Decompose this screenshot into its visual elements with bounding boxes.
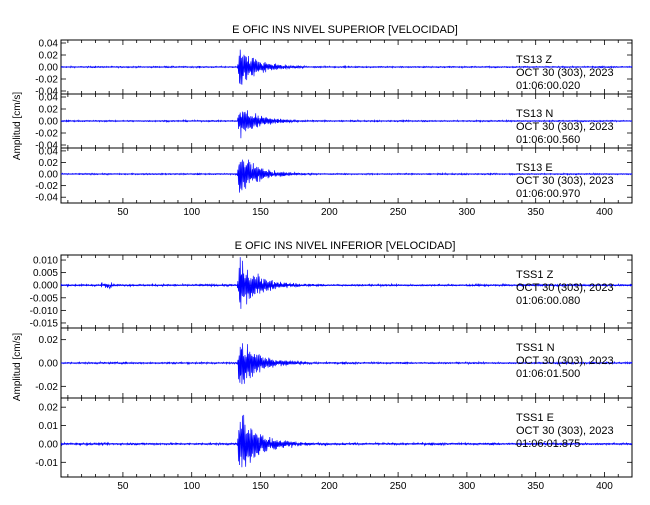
channel-station-label: TSS1 Z (516, 269, 554, 281)
x-tick-label: 150 (252, 207, 269, 218)
upper-y-axis-label: Amplitud [cm/s] (12, 92, 23, 161)
channel-date-label: OCT 30 (303), 2023 (516, 355, 614, 367)
y-tick-label: -0.02 (35, 382, 58, 393)
channel-time-label: 01:06:01.875 (516, 438, 580, 450)
x-tick-label: 250 (390, 207, 407, 218)
y-tick-label: -0.02 (35, 129, 58, 140)
x-tick-label: 250 (390, 481, 407, 492)
x-tick-label: 50 (117, 481, 129, 492)
upper-figure: E OFIC INS NIVEL SUPERIOR [VELOCIDAD] Am… (12, 24, 458, 160)
channel-date-label: OCT 30 (303), 2023 (516, 425, 614, 437)
y-tick-label: 0.00 (39, 359, 59, 370)
channel-station-label: TS13 Z (516, 54, 552, 66)
channel-time-label: 01:06:00.560 (516, 134, 580, 146)
y-tick-label: -0.01 (35, 458, 58, 469)
lower-y-axis-label: Amplitud [cm/s] (12, 333, 23, 402)
y-tick-label: 0.000 (33, 281, 58, 292)
x-tick-label: 200 (321, 481, 338, 492)
x-tick-label: 100 (183, 481, 200, 492)
channel-station-label: TS13 N (516, 108, 553, 120)
y-tick-label: 0.00 (39, 170, 59, 181)
x-tick-label: 300 (459, 207, 476, 218)
y-tick-label: 0.04 (39, 93, 59, 104)
x-tick-label: 100 (183, 207, 200, 218)
y-tick-label: 0.00 (39, 117, 59, 128)
upper-figure-title: E OFIC INS NIVEL SUPERIOR [VELOCIDAD] (232, 24, 458, 36)
y-tick-label: -0.04 (35, 193, 58, 204)
y-tick-label: 0.02 (39, 335, 59, 346)
y-tick-label: -0.005 (30, 293, 59, 304)
y-tick-label: 0.02 (39, 403, 59, 414)
lower-figure-title: E OFIC INS NIVEL INFERIOR [VELOCIDAD] (235, 240, 456, 252)
y-tick-label: -0.04 (35, 87, 58, 98)
y-tick-label: -0.02 (35, 75, 58, 86)
y-tick-label: 0.005 (33, 268, 58, 279)
x-tick-label: 400 (596, 207, 613, 218)
lower-figure: E OFIC INS NIVEL INFERIOR [VELOCIDAD] Am… (12, 240, 455, 401)
y-tick-label: 0.02 (39, 105, 59, 116)
y-tick-label: -0.04 (35, 141, 58, 152)
x-tick-label: 50 (117, 207, 129, 218)
y-tick-label: -0.010 (30, 306, 59, 317)
x-tick-label: 150 (252, 481, 269, 492)
y-tick-label: 0.04 (39, 146, 59, 157)
y-tick-label: 0.02 (39, 158, 59, 169)
y-tick-label: 0.02 (39, 51, 59, 62)
channel-date-label: OCT 30 (303), 2023 (516, 67, 614, 79)
channel-time-label: 01:06:01.500 (516, 368, 580, 380)
y-tick-label: 0.00 (39, 439, 59, 450)
channel-time-label: 01:06:00.970 (516, 188, 580, 200)
panel-frame (60, 397, 633, 478)
x-tick-label: 200 (321, 207, 338, 218)
x-tick-label: 300 (459, 481, 476, 492)
x-tick-label: 400 (596, 481, 613, 492)
y-tick-label: 0.04 (39, 39, 59, 50)
channel-station-label: TSS1 N (516, 342, 555, 354)
channel-date-label: OCT 30 (303), 2023 (516, 121, 614, 133)
channel-station-label: TS13 E (516, 162, 553, 174)
channel-date-label: OCT 30 (303), 2023 (516, 282, 614, 294)
x-tick-label: 350 (527, 207, 544, 218)
y-tick-label: -0.015 (30, 318, 59, 329)
channel-date-label: OCT 30 (303), 2023 (516, 175, 614, 187)
y-tick-label: 0.010 (33, 256, 58, 267)
y-tick-label: 0.00 (39, 63, 59, 74)
panel-frame (60, 147, 633, 204)
channel-time-label: 01:06:00.020 (516, 80, 580, 92)
y-tick-label: 0.01 (39, 421, 59, 432)
channel-time-label: 01:06:00.080 (516, 295, 580, 307)
channel-station-label: TSS1 E (516, 412, 554, 424)
y-tick-label: -0.02 (35, 181, 58, 192)
x-tick-label: 350 (527, 481, 544, 492)
x-axes: 50 100 150 200 250 300 350 400 50 100 150 200 250 300… (117, 207, 613, 492)
